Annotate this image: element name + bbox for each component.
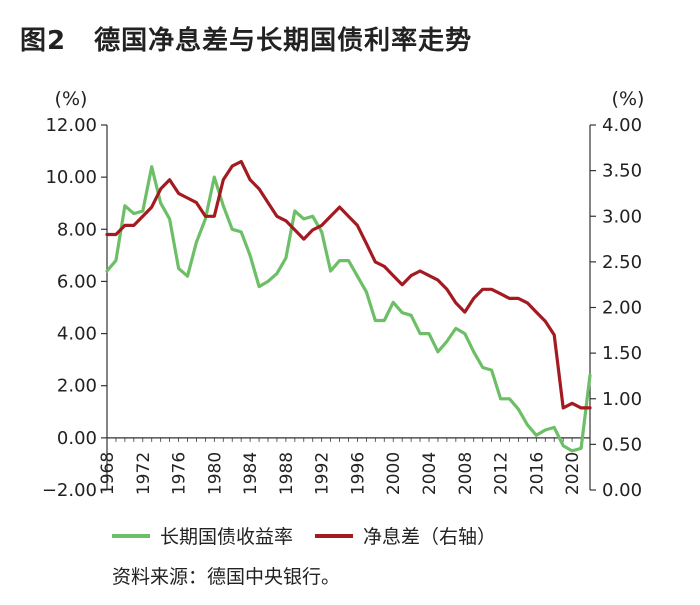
legend-item-bond-yield: 长期国债收益率 xyxy=(112,522,293,549)
left-tick-label: −2.00 xyxy=(42,480,97,501)
series-group xyxy=(105,159,592,453)
legend-swatch-red xyxy=(315,533,354,538)
x-tick-label: 2008 xyxy=(456,452,476,495)
right-tick-label: 2.00 xyxy=(602,298,642,319)
x-tick-label: 2020 xyxy=(563,452,583,495)
left-tick-label: 4.00 xyxy=(57,324,97,345)
x-tick-label: 1972 xyxy=(134,452,154,495)
right-tick-label: 0.00 xyxy=(602,480,642,501)
x-tick-label: 1980 xyxy=(205,452,225,495)
x-tick-label: 1968 xyxy=(98,452,118,495)
legend-label-nim: 净息差（右轴） xyxy=(363,526,497,548)
series-line-bond-yield xyxy=(105,165,592,453)
right-tick-label: 3.50 xyxy=(602,161,642,182)
x-tick-label: 2000 xyxy=(384,452,404,495)
x-tick-label: 1976 xyxy=(170,452,190,495)
left-tick-label: 12.00 xyxy=(45,115,97,136)
right-tick-label: 4.00 xyxy=(602,115,642,136)
left-tick-label: 8.00 xyxy=(57,219,97,240)
source-note: 资料来源：德国中央银行。 xyxy=(112,566,341,588)
x-tick-label: 1984 xyxy=(241,452,261,495)
x-tick-label: 1996 xyxy=(348,452,368,495)
right-tick-label: 1.50 xyxy=(602,343,642,364)
right-axis-unit: (%) xyxy=(612,88,645,110)
series-line-nim xyxy=(105,159,592,410)
x-tick-label: 1988 xyxy=(277,452,297,495)
x-tick-label: 2012 xyxy=(492,452,512,495)
left-tick-label: 0.00 xyxy=(57,428,97,449)
legend-item-nim: 净息差（右轴） xyxy=(315,522,496,549)
legend-label-bond-yield: 长期国债收益率 xyxy=(160,526,294,548)
tick-labels-group: −2.00 0.00 2.00 4.00 6.00 8.00 10.00 12.00 0.00 0… xyxy=(42,88,645,501)
figure-title: 德国净息差与长期国债利率走势 xyxy=(94,26,473,56)
left-tick-label: 10.00 xyxy=(45,167,97,188)
legend-swatch-green xyxy=(112,533,150,538)
x-tick-label: 2004 xyxy=(420,452,440,495)
right-tick-label: 2.50 xyxy=(602,252,642,273)
legend: 长期国债收益率 净息差（右轴） xyxy=(112,522,518,549)
right-tick-label: 3.00 xyxy=(602,206,642,227)
axes-group xyxy=(101,124,596,491)
x-tick-label: 2016 xyxy=(527,452,547,495)
right-tick-label: 1.00 xyxy=(602,389,642,410)
x-tick-label: 1992 xyxy=(313,452,333,495)
figure-number: 图2 xyxy=(20,26,67,56)
right-tick-label: 0.50 xyxy=(602,434,642,455)
left-axis-unit: (%) xyxy=(55,88,88,110)
left-tick-label: 6.00 xyxy=(57,271,97,292)
chart-title: 图2 德国净息差与长期国债利率走势 xyxy=(20,20,472,57)
left-tick-label: 2.00 xyxy=(57,376,97,397)
